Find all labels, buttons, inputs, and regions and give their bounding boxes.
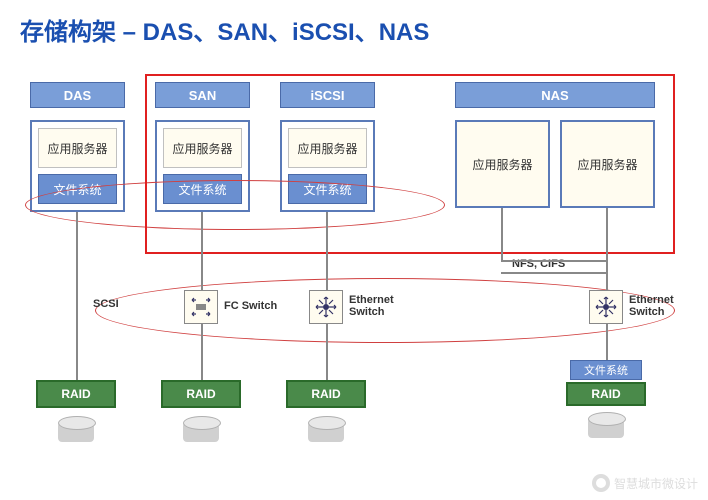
nas-hline <box>501 260 607 262</box>
raid-das: RAID <box>36 380 116 408</box>
disk-das <box>58 416 94 446</box>
ethernet-switch-icon-1 <box>309 290 343 324</box>
line-iscsi-1 <box>326 212 328 290</box>
das-app-server: 应用服务器 <box>38 128 117 168</box>
line-nas-3 <box>606 324 608 360</box>
raid-iscsi: RAID <box>286 380 366 408</box>
line-das <box>76 212 78 380</box>
disk-nas <box>588 412 624 442</box>
line-nas2 <box>606 208 608 290</box>
nas-fs-box: 文件系统 <box>570 360 642 380</box>
watermark-text: 智慧城市微设计 <box>614 475 698 492</box>
line-san-1 <box>201 212 203 290</box>
diagram-canvas: DAS SAN iSCSI NAS 应用服务器 文件系统 应用服务器 文件系统 … <box>0 0 708 500</box>
raid-san: RAID <box>161 380 241 408</box>
disk-iscsi <box>308 416 344 446</box>
watermark: 智慧城市微设计 <box>592 474 698 492</box>
fc-switch-icon <box>184 290 218 324</box>
line-iscsi-2 <box>326 324 328 380</box>
raid-nas: RAID <box>566 382 646 406</box>
nas-hline2 <box>501 272 607 274</box>
label-eth-switch-2: Ethernet Switch <box>629 294 674 318</box>
watermark-icon <box>592 474 610 492</box>
label-eth-switch-1: Ethernet Switch <box>349 294 394 318</box>
line-san-2 <box>201 324 203 380</box>
disk-san <box>183 416 219 446</box>
header-das: DAS <box>30 82 125 108</box>
line-nas1 <box>501 208 503 260</box>
red-highlight-box <box>145 74 675 254</box>
label-scsi: SCSI <box>93 298 119 310</box>
label-fc-switch: FC Switch <box>224 300 277 312</box>
ethernet-switch-icon-2 <box>589 290 623 324</box>
